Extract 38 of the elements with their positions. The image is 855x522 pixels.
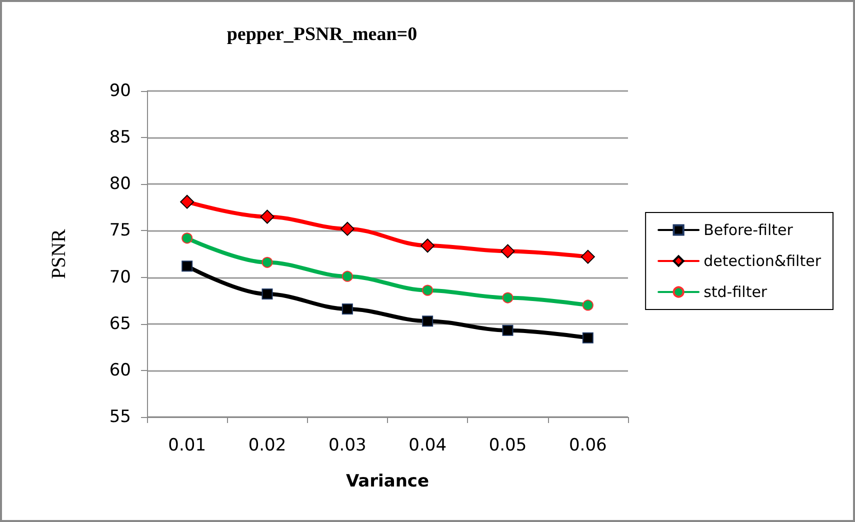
y-axis-title: PSNR: [48, 228, 70, 280]
x-tick-label: 0.03: [328, 436, 366, 456]
y-tick-label: 85: [109, 128, 131, 148]
point: [582, 332, 594, 344]
point: [500, 244, 515, 258]
point: [422, 284, 434, 296]
point: [182, 232, 193, 244]
point: [502, 292, 514, 304]
point: [342, 303, 353, 314]
x-tick-label: 0.06: [568, 436, 607, 456]
x-tick-label: 0.05: [488, 436, 527, 456]
point: [340, 222, 354, 236]
legend-label: std-filter: [704, 283, 768, 301]
chart-title: pepper_PSNR_mean=0: [226, 24, 418, 45]
point: [262, 288, 273, 300]
point: [582, 300, 594, 311]
point: [180, 194, 194, 209]
point: [580, 250, 595, 264]
point: [422, 316, 434, 327]
y-tick-label: 55: [109, 407, 131, 427]
y-tick-label: 75: [109, 220, 131, 241]
x-tick-label: 0.01: [168, 436, 206, 456]
point: [502, 324, 514, 336]
y-tick-label: 65: [109, 314, 131, 334]
x-tick-label: 0.04: [408, 436, 447, 456]
legend-label: Before-filter: [704, 221, 794, 239]
x-tick-label: 0.02: [248, 436, 286, 456]
y-tick-label: 60: [109, 360, 131, 380]
point: [420, 238, 435, 253]
y-tick-label: 70: [109, 267, 131, 288]
y-tick-label: 90: [109, 81, 131, 101]
legend-label: detection&filter: [704, 252, 822, 270]
point: [260, 210, 274, 224]
point: [182, 260, 193, 272]
x-axis-title: Variance: [346, 472, 430, 492]
point: [262, 256, 273, 268]
y-tick-label: 80: [109, 174, 131, 194]
point: [342, 270, 353, 282]
